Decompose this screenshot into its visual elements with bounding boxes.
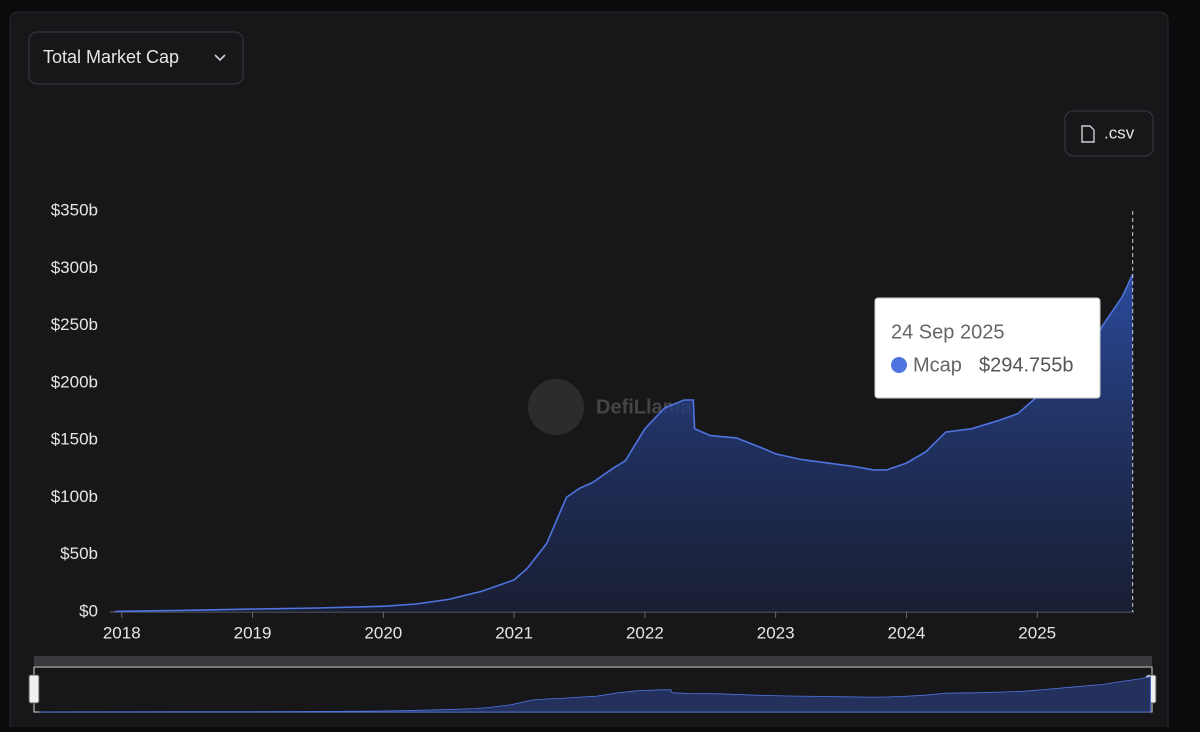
y-tick-label: $300b — [51, 258, 98, 277]
csv-box[interactable] — [1064, 110, 1154, 157]
tooltip-box — [874, 297, 1101, 399]
area-fill — [115, 274, 1133, 612]
x-tick-label: 2021 — [495, 623, 533, 642]
dropdown-label: Total Market Cap — [43, 47, 179, 67]
y-tick-label: $350b — [51, 200, 98, 219]
x-tick-label: 2023 — [757, 623, 795, 642]
x-tick-label: 2018 — [103, 623, 141, 642]
navigator-area[interactable] — [39, 676, 1152, 713]
x-tick-label: 2025 — [1018, 623, 1056, 642]
navigator-handle-left[interactable] — [28, 674, 40, 704]
navigator-bar[interactable] — [34, 656, 1152, 666]
dropdown[interactable]: Total Market Cap — [28, 31, 244, 85]
tooltip-marker — [891, 357, 907, 373]
csv-label: .csv — [1104, 123, 1135, 142]
y-tick-label: $200b — [51, 372, 98, 391]
dropdown-box[interactable] — [28, 31, 244, 85]
csv-button[interactable]: .csv — [1064, 110, 1154, 157]
y-tick-label: $0 — [79, 601, 98, 620]
x-tick-label: 2022 — [626, 623, 664, 642]
tooltip-value: $294.755b — [979, 354, 1074, 376]
tooltip: 24 Sep 2025 Mcap $294.755b — [874, 297, 1101, 399]
chevron — [214, 54, 226, 62]
x-tick-label: 2019 — [234, 623, 272, 642]
area-line — [115, 273, 1134, 613]
y-tick-label: $50b — [60, 544, 98, 563]
plot: $0 $50b $100b $150b $200b $250b $300b $350b 2018… — [51, 200, 1134, 642]
navigator[interactable] — [28, 656, 1157, 713]
tooltip-date: 24 Sep 2025 — [891, 321, 1004, 343]
y-tick-label: $100b — [51, 487, 98, 506]
tooltip-series: Mcap — [913, 354, 962, 376]
y-tick-label: $250b — [51, 315, 98, 334]
x-tick-label: 2020 — [364, 623, 402, 642]
x-tick-label: 2024 — [888, 623, 926, 642]
y-tick-label: $150b — [51, 430, 98, 449]
watermark-logo — [528, 379, 584, 435]
file-icon — [1081, 125, 1095, 143]
